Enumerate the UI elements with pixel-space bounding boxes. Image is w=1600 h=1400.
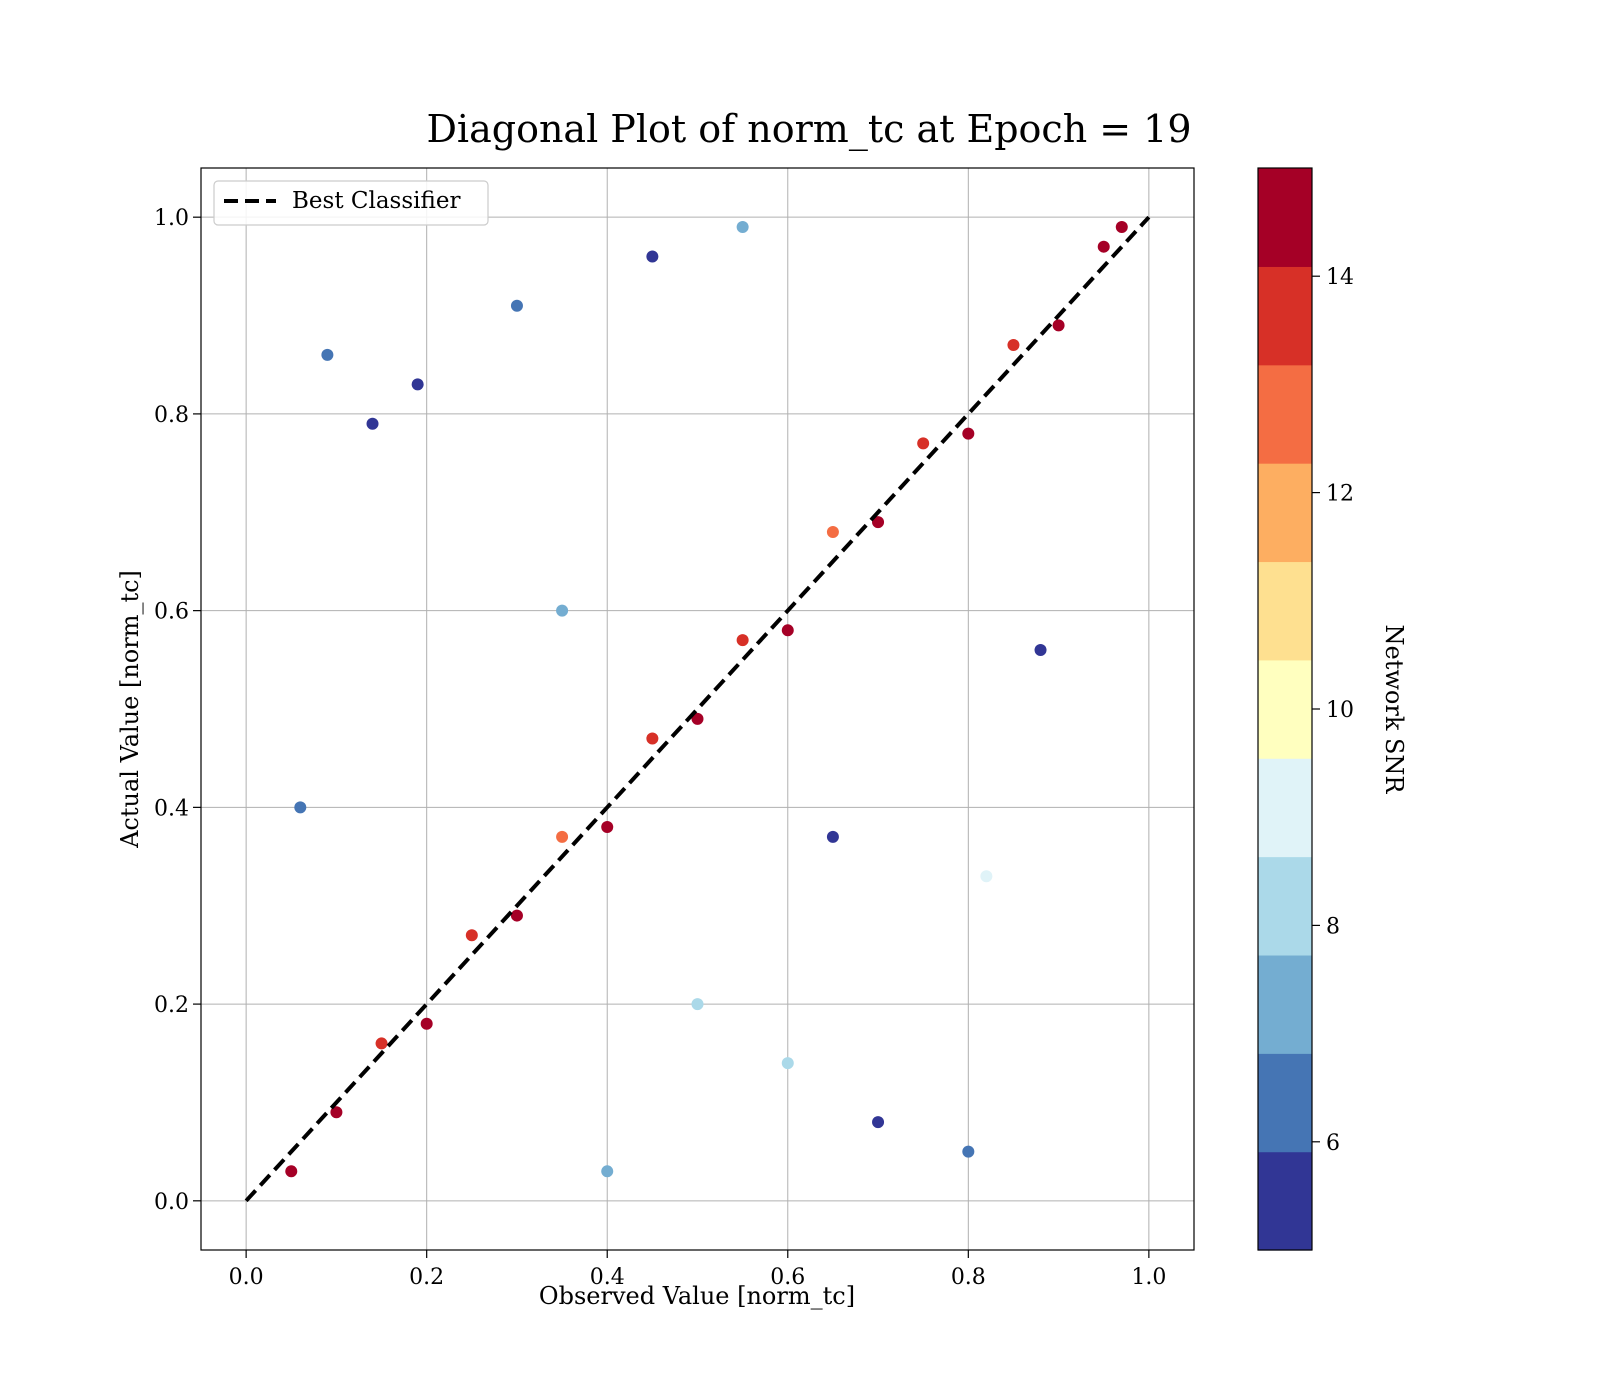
scatter-point <box>646 250 659 263</box>
colorbar-tick-label: 10 <box>1326 698 1354 723</box>
scatter-point <box>736 634 749 647</box>
scatter-point <box>510 909 523 922</box>
colorbar-swatch <box>1258 168 1312 267</box>
grid <box>201 168 1194 1250</box>
colorbar-tick-label: 8 <box>1326 914 1340 939</box>
scatter-point <box>826 830 839 843</box>
colorbar-tick-label: 6 <box>1326 1131 1340 1156</box>
x-tick-label: 0.0 <box>229 1265 264 1290</box>
x-tick-label: 0.2 <box>409 1265 444 1290</box>
scatter-point <box>556 830 569 843</box>
scatter-point <box>1052 319 1065 332</box>
colorbar-ticks: 6 8 10 12 14 <box>1312 265 1354 1156</box>
colorbar-tick-label: 12 <box>1326 482 1354 507</box>
scatter-point <box>330 1106 343 1119</box>
colorbar-swatches <box>1258 168 1312 1251</box>
colorbar-swatch <box>1258 954 1312 1054</box>
scatter-points <box>285 221 1128 1178</box>
colorbar-tick-label: 14 <box>1326 265 1354 290</box>
x-tick-label: 0.6 <box>770 1265 805 1290</box>
scatter-point <box>962 1145 975 1158</box>
legend: Best Classifier <box>213 180 489 226</box>
x-axis-ticks: 0.0 0.2 0.4 0.6 0.8 1.0 <box>229 1250 1166 1290</box>
x-axis-label: Observed Value [norm_tc] <box>539 1282 855 1310</box>
scatter-point <box>375 1037 388 1050</box>
plot-frame <box>200 167 1195 1251</box>
scatter-point <box>1115 221 1128 234</box>
y-tick-label: 0.6 <box>154 600 189 625</box>
scatter-point <box>872 516 885 529</box>
colorbar-swatch <box>1258 659 1312 759</box>
scatter-point <box>781 624 794 637</box>
scatter-point <box>917 437 930 450</box>
scatter-point <box>691 712 704 725</box>
plot-area: 0.0 0.2 0.4 0.6 0.8 1.0 0.0 0.2 0.4 0.6 0.8 1.0 <box>154 167 1195 1290</box>
scatter-point <box>366 417 379 430</box>
y-tick-label: 0.2 <box>154 993 189 1018</box>
scatter-point <box>321 348 334 361</box>
scatter-point <box>510 299 523 312</box>
colorbar-swatch <box>1258 758 1312 858</box>
colorbar-swatch <box>1258 463 1312 563</box>
scatter-point <box>465 929 478 942</box>
colorbar-swatch <box>1258 1151 1312 1251</box>
chart-title: Diagonal Plot of norm_tc at Epoch = 19 <box>426 107 1191 152</box>
scatter-point <box>980 870 993 883</box>
colorbar-swatch <box>1258 266 1312 366</box>
colorbar-swatch <box>1258 856 1312 956</box>
scatter-point <box>411 378 424 391</box>
colorbar-swatch <box>1258 364 1312 464</box>
scatter-point <box>691 998 704 1011</box>
scatter-point <box>1007 339 1020 352</box>
legend-box <box>213 180 489 226</box>
colorbar-label: Network SNR <box>1380 625 1408 795</box>
y-tick-label: 1.0 <box>154 206 189 231</box>
scatter-point <box>601 821 614 834</box>
x-tick-label: 1.0 <box>1131 1265 1166 1290</box>
scatter-point <box>962 427 975 440</box>
legend-entry-best-classifier: Best Classifier <box>292 188 460 214</box>
colorbar: 6 8 10 12 14 Network SNR <box>1257 167 1408 1251</box>
scatter-point <box>601 1165 614 1178</box>
scatter-point <box>826 525 839 538</box>
y-axis-ticks: 0.0 0.2 0.4 0.6 0.8 1.0 <box>154 206 201 1215</box>
y-tick-label: 0.4 <box>154 796 189 821</box>
scatter-point <box>1034 643 1047 656</box>
y-tick-label: 0.8 <box>154 403 189 428</box>
x-tick-label: 0.4 <box>590 1265 625 1290</box>
scatter-point <box>294 801 307 814</box>
colorbar-swatch <box>1258 1053 1312 1153</box>
scatter-point <box>646 732 659 745</box>
y-axis-label: Actual Value [norm_tc] <box>116 570 144 849</box>
y-tick-label: 0.0 <box>154 1190 189 1215</box>
x-tick-label: 0.8 <box>951 1265 986 1290</box>
scatter-point <box>556 604 569 617</box>
best-classifier-line <box>244 215 1151 1203</box>
scatter-point <box>420 1017 433 1030</box>
scatter-point <box>285 1165 298 1178</box>
scatter-point <box>1097 240 1110 253</box>
scatter-point <box>781 1057 794 1070</box>
scatter-point <box>736 221 749 234</box>
scatter-point <box>872 1116 885 1129</box>
colorbar-swatch <box>1258 561 1312 661</box>
